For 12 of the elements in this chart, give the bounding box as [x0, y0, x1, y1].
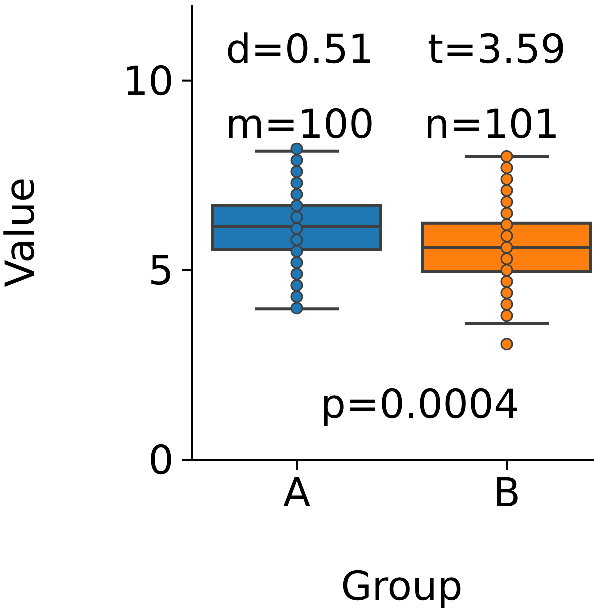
annotation: n=101 — [424, 102, 560, 148]
annotation: m=100 — [226, 102, 374, 148]
annotation: d=0.51 — [226, 27, 374, 73]
x-tick-label: B — [493, 470, 521, 516]
y-tick-label: 10 — [123, 59, 174, 106]
y-tick-label: 5 — [148, 248, 174, 295]
y-axis-title: Value — [0, 178, 44, 288]
annotation: t=3.59 — [428, 27, 566, 73]
y-tick-label: 0 — [148, 438, 174, 484]
x-tick-label: A — [283, 470, 312, 516]
annotation: p=0.0004 — [320, 382, 520, 428]
x-axis-title: Group — [341, 564, 463, 610]
